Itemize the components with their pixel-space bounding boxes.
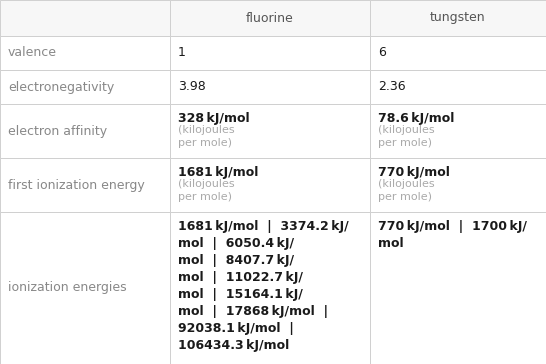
Bar: [170, 0, 370, 36]
Text: 770 kJ/mol  |  1700 kJ/
mol: 770 kJ/mol | 1700 kJ/ mol: [378, 220, 527, 250]
Text: 1681 kJ/mol  |  3374.2 kJ/
mol  |  6050.4 kJ/
mol  |  8407.7 kJ/
mol  |  11022.7: 1681 kJ/mol | 3374.2 kJ/ mol | 6050.4 kJ…: [178, 220, 349, 352]
Text: 1681 kJ/mol: 1681 kJ/mol: [178, 166, 258, 179]
Bar: [0, 0, 170, 36]
Bar: [370, 104, 546, 158]
Text: valence: valence: [8, 47, 57, 59]
Bar: [170, 158, 370, 212]
Bar: [0, 36, 170, 70]
Text: 1: 1: [178, 47, 186, 59]
Bar: [370, 70, 546, 104]
Text: per mole): per mole): [178, 192, 232, 202]
Text: 770 kJ/mol: 770 kJ/mol: [378, 166, 450, 179]
Text: (kilojoules: (kilojoules: [378, 125, 435, 135]
Bar: [0, 212, 170, 364]
Bar: [170, 70, 370, 104]
Text: ionization energies: ionization energies: [8, 281, 127, 294]
Bar: [0, 70, 170, 104]
Text: 3.98: 3.98: [178, 80, 206, 94]
Bar: [170, 104, 370, 158]
Text: fluorine: fluorine: [246, 12, 294, 24]
Text: (kilojoules: (kilojoules: [178, 125, 235, 135]
Bar: [170, 212, 370, 364]
Bar: [0, 158, 170, 212]
Text: electronegativity: electronegativity: [8, 80, 114, 94]
Text: (kilojoules: (kilojoules: [178, 179, 235, 189]
Text: 6: 6: [378, 47, 386, 59]
Text: (kilojoules: (kilojoules: [378, 179, 435, 189]
Text: per mole): per mole): [378, 138, 432, 148]
Bar: [170, 36, 370, 70]
Bar: [370, 0, 546, 36]
Text: tungsten: tungsten: [430, 12, 486, 24]
Text: per mole): per mole): [378, 192, 432, 202]
Bar: [370, 158, 546, 212]
Text: 328 kJ/mol: 328 kJ/mol: [178, 112, 250, 125]
Bar: [370, 212, 546, 364]
Text: 78.6 kJ/mol: 78.6 kJ/mol: [378, 112, 454, 125]
Text: per mole): per mole): [178, 138, 232, 148]
Text: first ionization energy: first ionization energy: [8, 178, 145, 191]
Text: 2.36: 2.36: [378, 80, 406, 94]
Bar: [0, 104, 170, 158]
Bar: [370, 36, 546, 70]
Text: electron affinity: electron affinity: [8, 124, 107, 138]
